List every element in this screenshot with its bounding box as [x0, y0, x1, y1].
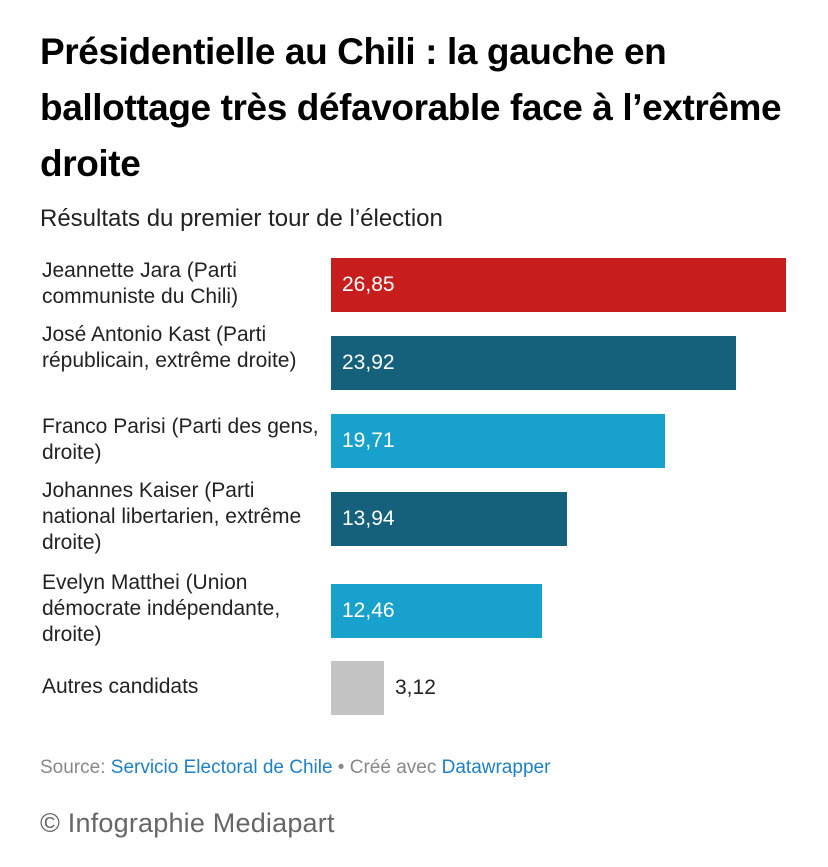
value-label: 19,71 [342, 429, 395, 452]
bar-chart: Jeannette Jara (Parti communiste du Chil… [42, 0, 802, 867]
bar [331, 258, 786, 312]
category-label: Johannes Kaiser (Parti national libertar… [42, 479, 302, 554]
chart-subtitle: Résultats du premier tour de l’élection [40, 205, 443, 232]
category-label: Evelyn Matthei (Union démocrate indépend… [42, 571, 281, 646]
created-with-text: • Créé avec [332, 757, 442, 778]
datawrapper-link[interactable]: Datawrapper [441, 757, 551, 778]
bar [331, 414, 665, 468]
bar [331, 661, 384, 715]
source-line: Source: Servicio Electoral de Chile • Cr… [40, 757, 550, 779]
category-label: José Antonio Kast (Parti républicain, ex… [42, 323, 297, 372]
bar [331, 336, 736, 390]
value-label: 23,92 [342, 351, 395, 374]
credit-line: © Infographie Mediapart [40, 808, 335, 838]
value-label: 3,12 [395, 676, 436, 699]
source-prefix: Source: [40, 757, 111, 778]
value-label: 26,85 [342, 273, 395, 296]
category-label: Jeannette Jara (Parti communiste du Chil… [42, 259, 239, 308]
category-label: Franco Parisi (Parti des gens, droite) [42, 415, 319, 464]
bar [331, 492, 567, 546]
value-label: 12,46 [342, 599, 395, 622]
category-label: Autres candidats [42, 675, 199, 698]
value-label: 13,94 [342, 507, 395, 530]
source-link[interactable]: Servicio Electoral de Chile [110, 757, 333, 778]
chart-title: Présidentielle au Chili : la gauche en b… [40, 31, 782, 184]
bar [331, 584, 542, 638]
